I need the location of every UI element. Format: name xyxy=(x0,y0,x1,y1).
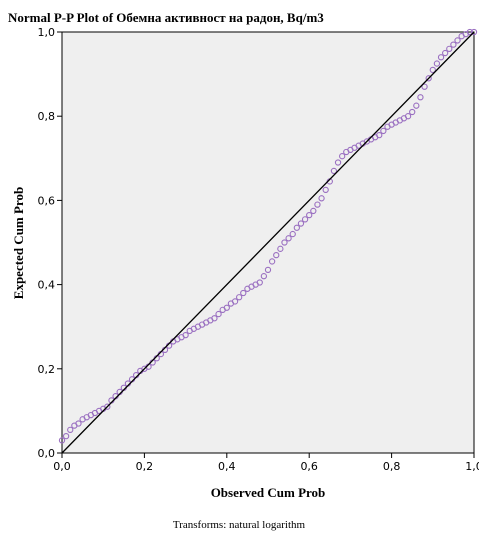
data-point xyxy=(256,279,263,286)
data-point xyxy=(289,230,296,238)
data-point xyxy=(334,159,342,166)
data-point xyxy=(425,75,432,82)
data-point xyxy=(231,298,239,305)
data-point xyxy=(264,266,272,274)
x-tick-label: 0,8 xyxy=(383,460,401,473)
data-point xyxy=(421,83,428,90)
axis-ticks: 0,0 0,2 0,4 0,6 0,8 1,0 0,0 0,2 0,4 0,6 0,8 1,0 xyxy=(38,26,479,473)
data-point xyxy=(330,167,338,175)
data-point xyxy=(433,60,441,67)
data-point xyxy=(380,127,387,135)
data-point xyxy=(223,304,230,311)
transform-footnote: Transforms: natural logarithm xyxy=(173,519,306,531)
data-point xyxy=(62,433,70,440)
data-point xyxy=(215,310,222,318)
data-point xyxy=(454,37,461,44)
chart-title: Normal P-P Plot of Обемна активност на р… xyxy=(8,10,324,25)
data-point xyxy=(268,258,276,265)
data-point xyxy=(446,45,453,52)
y-tick-label: 0,0 xyxy=(38,447,56,460)
y-tick-label: 0,6 xyxy=(38,194,56,207)
data-point xyxy=(306,211,313,219)
data-point xyxy=(273,251,280,259)
data-point xyxy=(277,245,284,252)
data-point xyxy=(322,186,329,194)
data-point xyxy=(466,28,474,36)
data-point xyxy=(297,220,305,227)
x-tick-label: 0,4 xyxy=(218,460,236,473)
data-point xyxy=(409,108,416,116)
x-tick-label: 0,2 xyxy=(136,460,154,473)
data-point xyxy=(236,294,243,301)
data-point xyxy=(437,54,445,61)
data-point xyxy=(417,94,424,101)
data-point xyxy=(450,41,457,48)
plot-area: 0,0 0,2 0,4 0,6 0,8 1,0 0,0 0,2 0,4 0,6 0,8 1,0 xyxy=(38,26,479,473)
data-point xyxy=(413,102,420,109)
y-axis-title: Expected Cum Prob xyxy=(11,187,26,299)
data-point xyxy=(442,49,449,57)
data-point xyxy=(260,273,268,280)
data-point xyxy=(240,289,247,297)
y-tick-label: 0,2 xyxy=(38,363,56,376)
x-tick-label: 0,0 xyxy=(53,460,71,473)
data-point xyxy=(182,331,189,339)
data-point xyxy=(58,437,66,444)
data-point xyxy=(301,216,309,223)
data-point xyxy=(318,195,325,202)
data-point xyxy=(470,28,478,36)
data-point xyxy=(281,239,288,246)
data-point xyxy=(67,426,74,433)
data-point xyxy=(293,224,300,231)
y-tick-label: 0,4 xyxy=(38,279,56,292)
data-point xyxy=(314,201,321,208)
data-point xyxy=(376,131,383,139)
y-tick-label: 1,0 xyxy=(38,26,56,39)
data-point xyxy=(404,113,412,120)
x-tick-label: 1,0 xyxy=(465,460,479,473)
data-point xyxy=(285,235,292,242)
data-point xyxy=(310,207,317,215)
data-point xyxy=(75,420,82,427)
y-tick-label: 0,8 xyxy=(38,110,56,123)
data-point xyxy=(104,403,111,410)
data-point xyxy=(429,66,436,74)
x-axis-title: Observed Cum Prob xyxy=(211,485,326,500)
reference-line xyxy=(61,31,475,454)
data-point xyxy=(211,315,218,322)
x-tick-label: 0,6 xyxy=(300,460,318,473)
data-point xyxy=(339,153,346,160)
